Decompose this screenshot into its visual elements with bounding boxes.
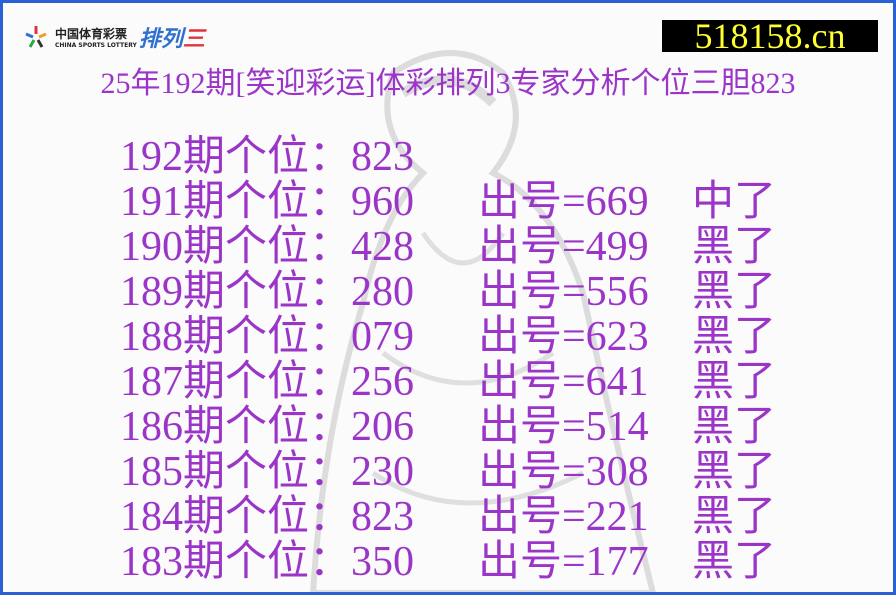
draw-result-text: 出号=499 xyxy=(478,224,649,270)
china-sports-lottery-logo: 中国体育彩票 CHINA SPORTS LOTTERY 排列三 xyxy=(23,21,205,53)
page-title: 25年192期[笑迎彩运]体彩排列3专家分析个位三胆823 xyxy=(100,67,796,100)
prediction-row: 183期个位：350 出号=177 黑了 xyxy=(120,538,820,585)
draw-result-text: 出号=514 xyxy=(478,404,649,450)
prediction-text: 190期个位：428 xyxy=(120,224,415,270)
prediction-row: 192期个位：823 xyxy=(120,133,820,180)
draw-result-text: 出号=556 xyxy=(478,269,649,315)
hit-status-text: 黑了 xyxy=(692,359,777,405)
hit-status-text: 黑了 xyxy=(692,224,777,270)
prediction-text: 192期个位：823 xyxy=(120,134,415,180)
hit-status-text: 中了 xyxy=(692,179,777,225)
hit-status-text: 黑了 xyxy=(692,314,777,360)
logo-product-b: 三 xyxy=(182,27,205,52)
prediction-row: 188期个位：079 出号=623 黑了 xyxy=(120,313,820,360)
lottery-star-icon xyxy=(25,26,47,48)
prediction-row: 191期个位：960 出号=669 中了 xyxy=(120,178,820,225)
hit-status-text: 黑了 xyxy=(692,539,777,585)
hit-status-text: 黑了 xyxy=(692,269,777,315)
hit-status-text: 黑了 xyxy=(692,449,777,495)
prediction-list: 192期个位：823 191期个位：960 出号=669 中了 190期个位：428 出号… xyxy=(120,133,820,585)
hit-status-text: 黑了 xyxy=(692,494,777,540)
draw-result-text: 出号=669 xyxy=(478,179,649,225)
prediction-row: 185期个位：230 出号=308 黑了 xyxy=(120,448,820,495)
prediction-text: 184期个位：823 xyxy=(120,494,415,540)
prediction-text: 191期个位：960 xyxy=(120,179,415,225)
prediction-text: 183期个位：350 xyxy=(120,539,415,585)
prediction-text: 185期个位：230 xyxy=(120,449,415,495)
prediction-row: 187期个位：256 出号=641 黑了 xyxy=(120,358,820,405)
prediction-text: 188期个位：079 xyxy=(120,314,415,360)
draw-result-text: 出号=177 xyxy=(478,539,649,585)
logo-chinese-text: 中国体育彩票 xyxy=(55,27,128,41)
prediction-row: 186期个位：206 出号=514 黑了 xyxy=(120,403,820,450)
draw-result-text: 出号=641 xyxy=(478,359,649,405)
prediction-row: 184期个位：823 出号=221 黑了 xyxy=(120,493,820,540)
prediction-text: 186期个位：206 xyxy=(120,404,415,450)
logo-product-a: 排列 xyxy=(138,27,183,52)
logo-english-text: CHINA SPORTS LOTTERY xyxy=(55,42,137,49)
prediction-text: 189期个位：280 xyxy=(120,269,415,315)
draw-result-text: 出号=221 xyxy=(478,494,649,540)
draw-result-text: 出号=308 xyxy=(478,449,649,495)
site-watermark: 518158.cn xyxy=(662,18,878,54)
logo-product-name: 排列三 xyxy=(139,21,205,53)
prediction-row: 189期个位：280 出号=556 黑了 xyxy=(120,268,820,315)
draw-result-text: 出号=623 xyxy=(478,314,649,360)
hit-status-text: 黑了 xyxy=(692,404,777,450)
prediction-row: 190期个位：428 出号=499 黑了 xyxy=(120,223,820,270)
prediction-text: 187期个位：256 xyxy=(120,359,415,405)
background-figure-illustration xyxy=(310,50,656,592)
